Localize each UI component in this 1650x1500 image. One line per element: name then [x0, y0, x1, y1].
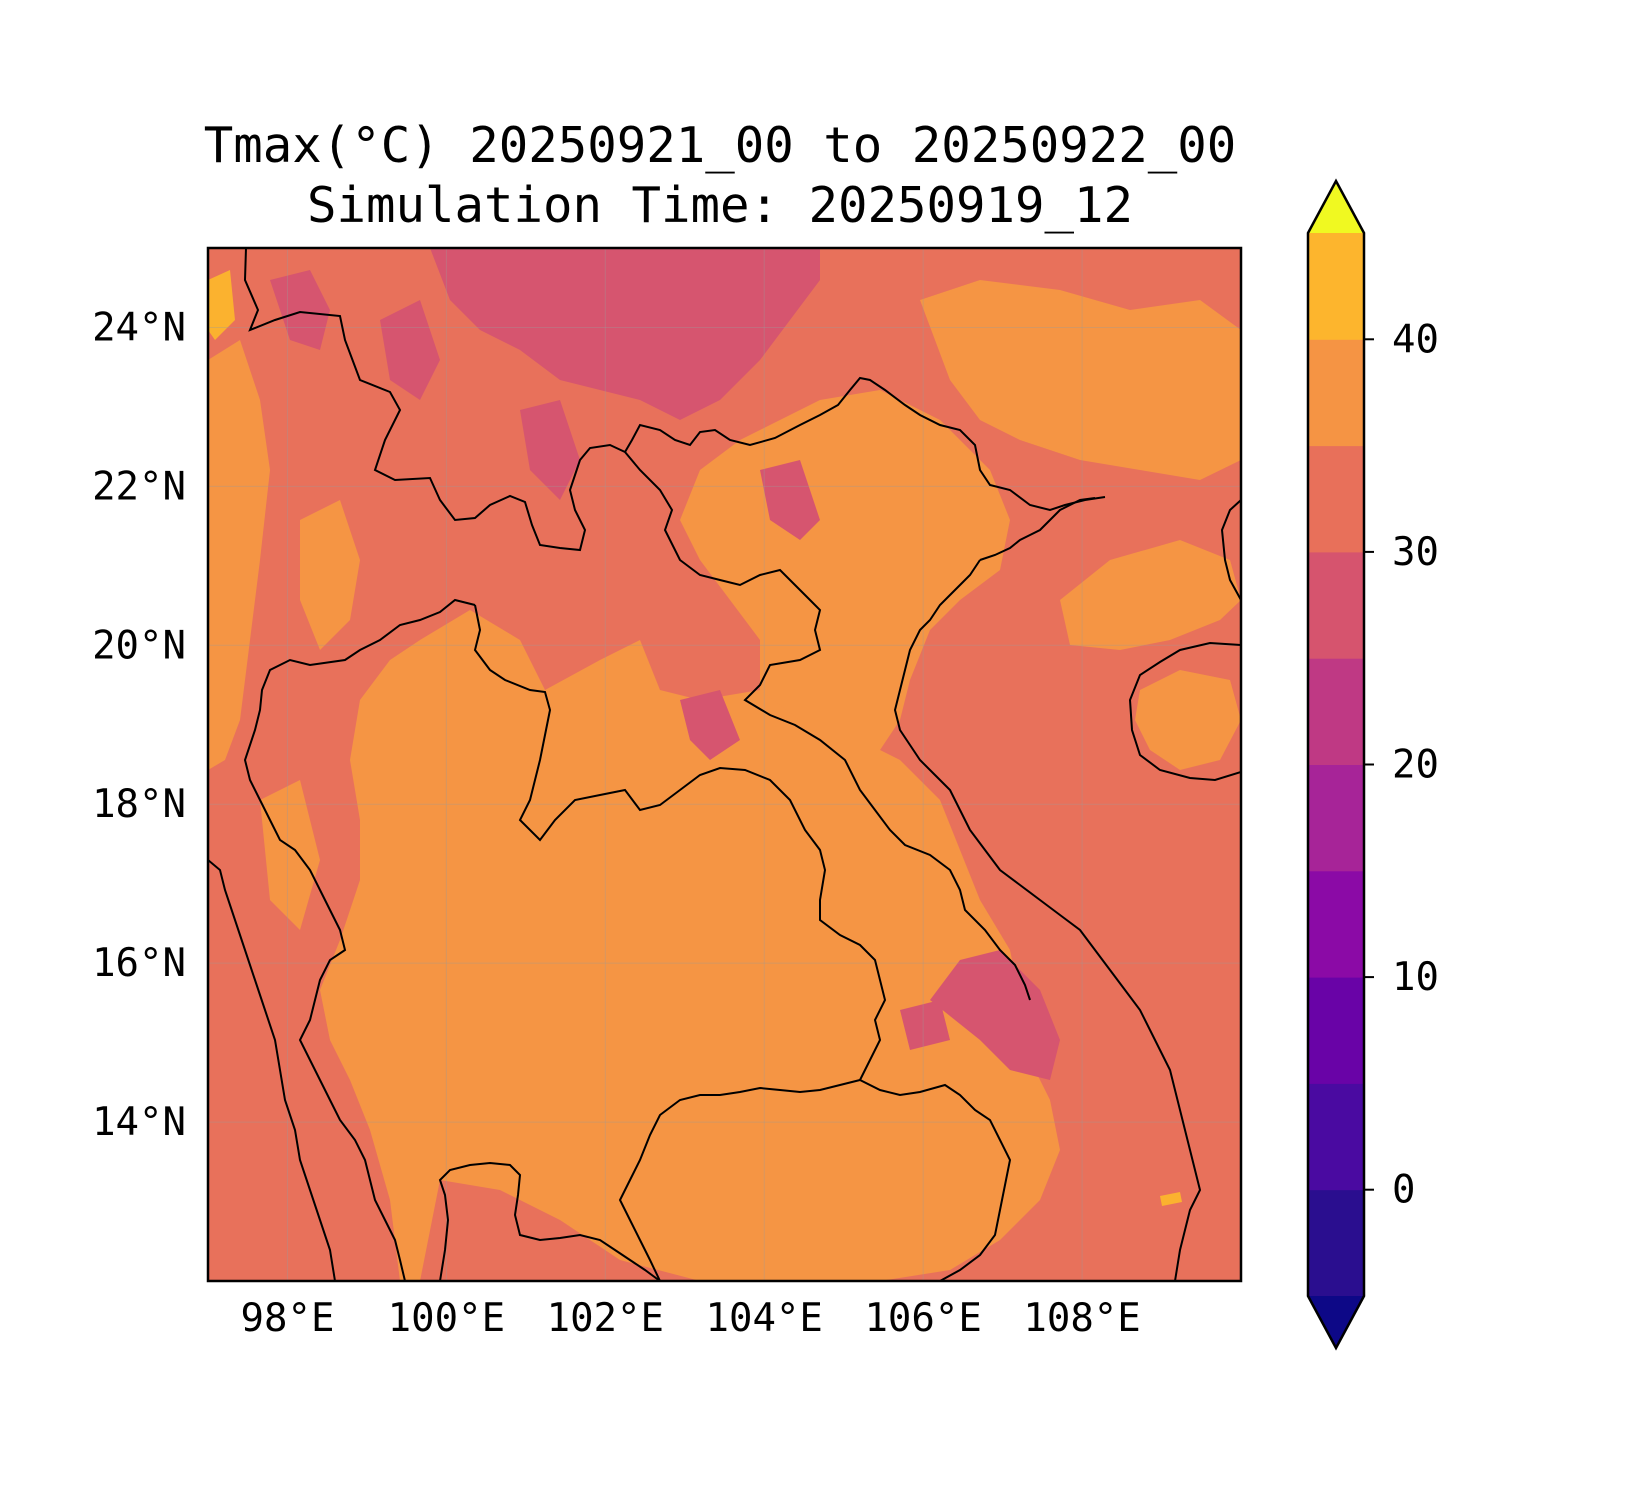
- hot-region-northwest: [208, 270, 235, 340]
- colorbar-tick-label: 30: [1392, 530, 1439, 575]
- cool-region-yunnan: [430, 248, 820, 420]
- latitude-labels: 14°N 16°N 18°N 20°N 22°N 24°N: [92, 305, 186, 1145]
- coast-vietnam: [893, 497, 1202, 1281]
- lat-tick-label: 18°N: [92, 782, 186, 827]
- colorbar-segment: [1308, 551, 1364, 659]
- chart-subtitle: Simulation Time: 20250919_12: [306, 177, 1133, 234]
- longitude-labels: 98°E 100°E 102°E 104°E 106°E 108°E: [241, 1296, 1141, 1341]
- warm-region-northeast: [920, 280, 1241, 480]
- lon-tick-label: 104°E: [706, 1296, 823, 1341]
- warm-region-hainan: [1135, 670, 1241, 770]
- map-frame: [206, 246, 1243, 1283]
- colorbar-tick-label: 40: [1392, 317, 1439, 362]
- lon-tick-label: 102°E: [547, 1296, 664, 1341]
- lat-tick-label: 20°N: [92, 623, 186, 668]
- warm-region-myanmar-patches: [260, 500, 360, 930]
- lon-tick-label: 106°E: [864, 1296, 981, 1341]
- colorbar-under-extend: [1308, 1296, 1364, 1348]
- border-cambodia: [618, 1079, 1012, 1281]
- colorbar-segment: [1308, 764, 1364, 872]
- colorbar-segment: [1308, 233, 1364, 340]
- border-myanmar-china: [243, 248, 626, 552]
- colorbar-segment: [1308, 1083, 1364, 1191]
- border-laos-china: [624, 376, 1106, 512]
- colorbar-over-extend: [1308, 181, 1364, 233]
- colorbar-segment: [1308, 977, 1364, 1084]
- lat-tick-label: 22°N: [92, 464, 186, 509]
- colorbar-tick-label: 0: [1392, 1168, 1415, 1213]
- colorbar: 0 10 20 30 40: [1306, 178, 1439, 1351]
- warm-region-central: [320, 610, 1060, 1281]
- colorbar-segment: [1308, 870, 1364, 978]
- lat-tick-label: 24°N: [92, 305, 186, 350]
- coast-hainan: [1128, 641, 1241, 782]
- cool-region-annamite: [900, 950, 1060, 1080]
- temperature-field: [208, 248, 1241, 1281]
- lat-tick-label: 14°N: [92, 1100, 186, 1145]
- warm-region-west-strip: [208, 340, 270, 770]
- colorbar-tick-label: 20: [1392, 743, 1439, 788]
- hot-region-coast: [1160, 1192, 1182, 1206]
- lat-tick-label: 16°N: [92, 941, 186, 986]
- chart-title: Tmax(°C) 20250921_00 to 20250922_00: [203, 117, 1237, 174]
- colorbar-segment: [1308, 658, 1364, 765]
- coast-myanmar-west: [208, 859, 336, 1281]
- lon-tick-label: 108°E: [1023, 1296, 1140, 1341]
- colorbar-segment: [1308, 1189, 1364, 1297]
- coast-gulf-of-thailand: [438, 1161, 661, 1281]
- lon-tick-label: 98°E: [241, 1296, 335, 1341]
- colorbar-segment: [1308, 339, 1364, 447]
- border-thailand-laos: [473, 604, 887, 1081]
- coastlines-and-borders: [208, 248, 1241, 1281]
- border-myanmar-thailand: [243, 598, 476, 1281]
- colorbar-segment: [1308, 445, 1364, 553]
- cool-region-ridges: [270, 270, 820, 760]
- warm-region-gulf: [1060, 540, 1241, 650]
- colorbar-outline: [1306, 178, 1366, 1351]
- coast-leizhou: [1220, 499, 1241, 601]
- border-laos-vietnam: [624, 451, 1031, 1001]
- colorbar-tick-label: 10: [1392, 955, 1439, 1000]
- lon-tick-label: 100°E: [388, 1296, 505, 1341]
